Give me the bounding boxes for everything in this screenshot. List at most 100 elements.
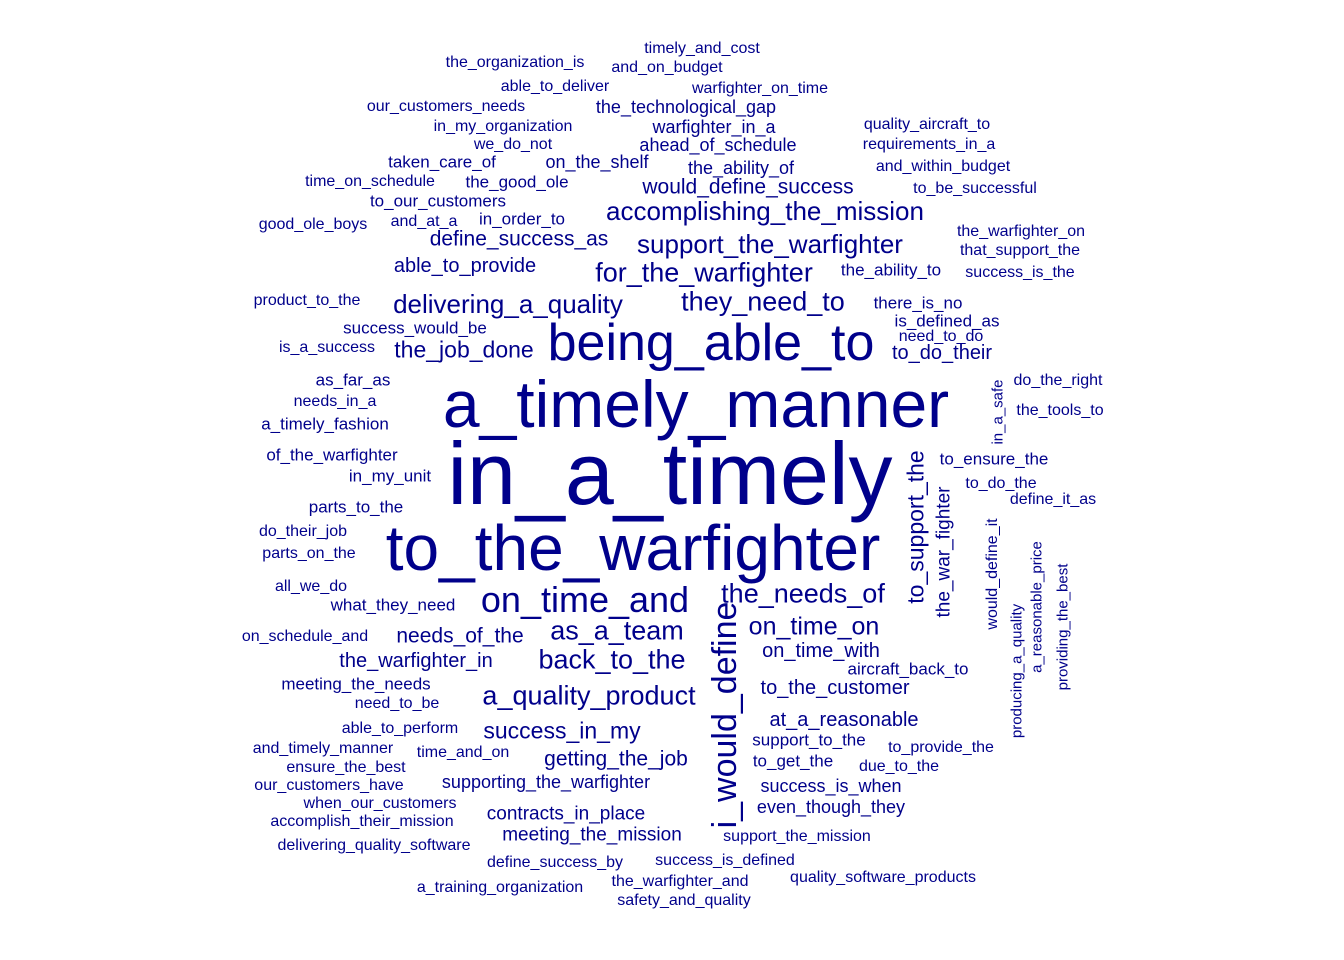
cloud-word: the_needs_of	[721, 578, 885, 609]
cloud-word: the_war_fighter	[933, 486, 955, 618]
cloud-word: success_is_the	[965, 264, 1075, 281]
cloud-word: need_to_be	[354, 695, 440, 712]
cloud-word: support_the_mission	[723, 828, 871, 845]
cloud-word: delivering_a_quality	[393, 289, 623, 319]
cloud-word: providing_the_best	[1054, 563, 1072, 691]
cloud-word: requirements_in_a	[862, 136, 996, 153]
cloud-word: good_ole_boys	[258, 216, 368, 233]
cloud-word: supporting_the_warfighter	[441, 772, 651, 792]
cloud-word: taken_care_of	[388, 152, 496, 172]
cloud-word: being_able_to	[547, 314, 875, 372]
cloud-word: to_do_the	[965, 475, 1037, 492]
cloud-word: producing_a_quality	[1008, 603, 1026, 739]
cloud-word: the_technological_gap	[595, 97, 777, 117]
cloud-word: getting_the_job	[544, 747, 688, 771]
cloud-word: the_job_done	[394, 336, 534, 363]
cloud-word: aircraft_back_to	[847, 659, 969, 679]
cloud-word: warfighter_on_time	[691, 80, 829, 97]
cloud-word: when_our_customers	[303, 795, 457, 812]
cloud-word: and_on_budget	[611, 59, 723, 76]
cloud-word: in_my_unit	[348, 466, 432, 486]
cloud-word: success_is_when	[760, 776, 902, 796]
cloud-word: to_our_customers	[369, 191, 507, 211]
cloud-word: as_a_team	[550, 615, 684, 646]
cloud-word: able_to_provide	[393, 255, 537, 277]
cloud-word: due_to_the	[858, 758, 940, 775]
cloud-word: the_warfighter_and	[611, 873, 749, 890]
cloud-word: what_they_need	[330, 595, 456, 615]
cloud-word: the_organization_is	[445, 54, 585, 71]
cloud-word: the_good_ole	[465, 172, 569, 192]
cloud-word: time_on_schedule	[305, 173, 435, 190]
cloud-word: meeting_the_mission	[502, 824, 682, 846]
cloud-word: the_ability_of	[687, 158, 795, 178]
cloud-word: our_customers_have	[254, 777, 404, 794]
cloud-word: we_do_not	[473, 136, 553, 153]
cloud-word: timely_and_cost	[644, 40, 760, 57]
cloud-word: product_to_the	[253, 292, 361, 309]
cloud-word: is_a_success	[278, 339, 376, 356]
cloud-word: in_my_organization	[433, 118, 573, 135]
cloud-word: safety_and_quality	[617, 892, 751, 909]
cloud-word: to_do_their	[891, 342, 993, 364]
cloud-word: in_order_to	[478, 209, 566, 229]
cloud-word: and_at_a	[390, 213, 458, 230]
cloud-word: a_training_organization	[416, 879, 584, 896]
cloud-word: a_timely_fashion	[261, 414, 389, 434]
cloud-word: would_define_success	[642, 175, 854, 199]
cloud-word: on_time_and	[480, 579, 690, 620]
cloud-word: success_in_my	[483, 717, 641, 744]
cloud-word: the_warfighter_in	[339, 650, 493, 672]
cloud-word: and_within_budget	[875, 158, 1011, 175]
cloud-word: on_time_on	[748, 612, 880, 641]
cloud-word: delivering_quality_software	[277, 837, 471, 854]
cloud-word: quality_aircraft_to	[863, 116, 991, 133]
cloud-word: quality_software_products	[790, 869, 976, 886]
cloud-word: on_the_shelf	[545, 152, 649, 172]
cloud-word: do_the_right	[1013, 372, 1103, 389]
cloud-word: as_far_as	[315, 370, 391, 390]
cloud-word: to_be_successful	[913, 180, 1037, 197]
cloud-word: define_success_by	[486, 854, 624, 871]
cloud-word: a_timely_manner	[442, 367, 950, 441]
cloud-word: for_the_warfighter	[595, 257, 813, 288]
cloud-word: all_we_do	[274, 578, 348, 595]
cloud-word: able_to_deliver	[500, 78, 610, 95]
cloud-word: a_quality_product	[482, 680, 696, 711]
cloud-word: success_is_defined	[655, 852, 795, 869]
cloud-word: in_a_timely	[447, 424, 893, 523]
cloud-word: ensure_the_best	[286, 759, 406, 776]
cloud-word: and_timely_manner	[252, 740, 394, 757]
cloud-word: parts_on_the	[262, 545, 356, 562]
cloud-word: at_a_reasonable	[769, 709, 919, 731]
cloud-word: do_their_job	[258, 523, 348, 540]
cloud-word: a_reasonable_price	[1028, 541, 1046, 673]
cloud-word: to_the_warfighter	[385, 512, 881, 584]
cloud-word: the_warfighter_on	[956, 223, 1086, 240]
cloud-word: accomplish_their_mission	[270, 813, 454, 830]
cloud-word: define_success_as	[429, 227, 609, 251]
cloud-word: of_the_warfighter	[266, 445, 398, 465]
cloud-word: to_support_the	[902, 450, 929, 604]
cloud-word: needs_of_the	[396, 624, 524, 648]
cloud-word: the_tools_to	[1016, 402, 1104, 419]
cloud-word: accomplishing_the_mission	[606, 196, 924, 226]
cloud-word: support_to_the	[752, 730, 866, 750]
cloud-word: is_defined_as	[894, 311, 1000, 331]
cloud-word: on_time_with	[762, 640, 880, 662]
cloud-word: to_ensure_the	[939, 449, 1049, 469]
cloud-word: would_define_it	[984, 518, 1001, 630]
cloud-word: to_the_customer	[760, 677, 910, 699]
cloud-word: time_and_on	[416, 744, 510, 761]
cloud-word: needs_in_a	[293, 393, 377, 410]
cloud-word: i_would_define	[706, 601, 744, 829]
cloud-word: back_to_the	[538, 644, 686, 675]
cloud-word: to_get_the	[752, 751, 834, 771]
cloud-word: support_the_warfighter	[637, 229, 903, 259]
cloud-word: our_customers_needs	[366, 98, 526, 115]
cloud-word: to_provide_the	[888, 739, 994, 756]
cloud-word: need_to_do	[898, 328, 984, 345]
cloud-word: the_ability_to	[840, 260, 942, 280]
cloud-word: warfighter_in_a	[652, 117, 776, 137]
